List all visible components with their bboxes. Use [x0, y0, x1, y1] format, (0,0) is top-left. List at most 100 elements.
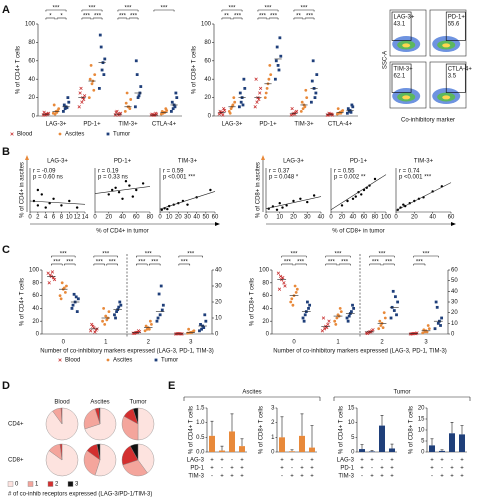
point-circle — [123, 110, 127, 113]
point-circle — [422, 328, 426, 332]
x-tick-label: 2 — [36, 215, 40, 221]
p-label: p <0.001 *** — [163, 175, 196, 181]
point-circle — [60, 281, 64, 285]
point-square — [350, 310, 353, 313]
point — [114, 186, 117, 189]
panel-label: A — [2, 4, 10, 16]
pie-slice — [132, 407, 139, 425]
sig-label: *** — [124, 5, 132, 11]
y-tick-label: 0 — [271, 450, 275, 456]
row-label: PD-1 — [340, 466, 354, 472]
pie-slice — [59, 443, 63, 461]
arrow-head — [215, 222, 220, 226]
x-tick-label: 40 — [193, 215, 200, 221]
y-axis-label: % of CD4+ T cells — [20, 278, 26, 326]
point-circle — [147, 327, 151, 331]
panel-label: D — [2, 380, 10, 392]
point-square — [170, 100, 174, 104]
bar — [309, 447, 315, 452]
sign: - — [211, 474, 213, 480]
point-x — [77, 105, 81, 109]
sign: - — [231, 458, 233, 464]
point-square — [133, 105, 137, 109]
point-square — [97, 87, 101, 90]
sign: + — [220, 458, 224, 464]
point-square — [277, 68, 281, 72]
point-square — [174, 91, 178, 95]
sig-label: *** — [284, 259, 292, 265]
point — [141, 182, 145, 185]
point-square — [62, 103, 66, 107]
x-tick-label: 20 — [339, 215, 346, 221]
point-circle — [87, 96, 91, 99]
point-circle — [145, 327, 149, 331]
x-tick-label: 6 — [52, 215, 56, 221]
sign: - — [301, 458, 303, 464]
point-x — [278, 274, 283, 279]
sign: + — [280, 458, 284, 464]
point-square — [198, 329, 201, 333]
y-tick-label: 80 — [28, 40, 35, 46]
sig-label: *** — [94, 13, 102, 19]
sig-label: *** — [328, 259, 336, 265]
point-circle — [268, 64, 272, 67]
point — [166, 207, 169, 211]
point-square — [74, 295, 78, 299]
point — [110, 188, 114, 192]
y-tick-label: 15 — [348, 406, 355, 412]
sig-label: *** — [270, 13, 278, 19]
point-circle — [58, 294, 62, 297]
panel-title: LAG-3+ — [283, 159, 304, 165]
point — [275, 208, 279, 211]
legend-label: 0 — [15, 482, 19, 488]
point-square — [308, 303, 312, 307]
x-tick-label: 50 — [202, 215, 209, 221]
point-square — [159, 284, 163, 288]
sig-label: *** — [102, 251, 110, 257]
sig-label: *** — [385, 259, 393, 265]
y2-tick-label: 30 — [451, 300, 458, 306]
point-square — [302, 319, 306, 323]
point-x — [136, 329, 141, 333]
point-square — [276, 64, 280, 67]
point — [312, 194, 316, 197]
bar — [229, 431, 235, 452]
point-circle — [148, 319, 152, 323]
point-square — [237, 105, 241, 109]
point — [124, 180, 128, 183]
point-square — [75, 310, 79, 313]
point-square — [99, 45, 103, 49]
y-axis-label: % of CD4+ in ascites — [20, 162, 26, 218]
point-square — [395, 313, 398, 317]
point — [373, 177, 377, 181]
point — [285, 204, 288, 207]
pie-slice — [137, 443, 155, 474]
point-square — [434, 300, 438, 304]
sig-label: *** — [181, 259, 189, 265]
point-square — [346, 107, 350, 111]
point-circle — [90, 82, 94, 86]
point-x — [79, 86, 83, 91]
point-square — [309, 100, 313, 104]
point — [402, 203, 405, 206]
point-square — [241, 103, 245, 107]
arrow-head — [451, 222, 456, 226]
point-square — [169, 110, 173, 113]
point-x — [254, 77, 258, 81]
x-tick-label: 4 — [44, 215, 48, 221]
point-square — [67, 100, 71, 104]
sig-label: *** — [372, 259, 380, 265]
y-tick-label: 0 — [266, 332, 270, 338]
point — [68, 199, 71, 203]
gate — [391, 63, 412, 93]
point — [160, 208, 164, 211]
x-tick-label: 20 — [411, 215, 418, 221]
x-tick-label: 20 — [175, 215, 182, 221]
point — [121, 197, 124, 200]
sig-label: *** — [130, 13, 138, 19]
y-tick-label: 5 — [421, 439, 425, 445]
legend-label: Tumor — [161, 358, 178, 364]
point-square — [306, 300, 309, 304]
point-circle — [93, 73, 97, 76]
point-square — [160, 308, 164, 312]
